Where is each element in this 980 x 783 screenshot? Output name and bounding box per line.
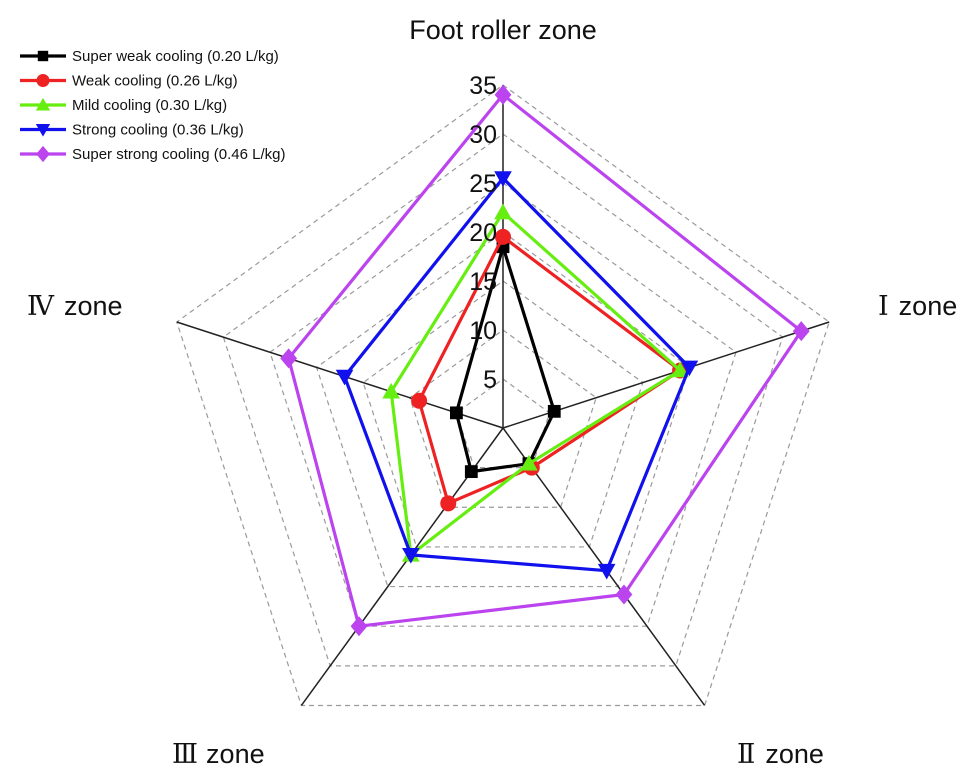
tick-label-15: 15: [469, 268, 497, 296]
grid-ring-30: [222, 133, 784, 667]
data-point-s4-a4: [280, 348, 298, 369]
data-point-s4-a3: [350, 616, 368, 637]
data-point-s4-a2: [615, 584, 633, 605]
data-point-s3-a0: [494, 171, 512, 187]
series-line-4: [287, 93, 803, 628]
axis-title-zone-4-numeral: Ⅳ: [27, 291, 55, 322]
data-point-s2-a1: [671, 361, 689, 378]
tick-label-5: 5: [483, 366, 497, 394]
tick-label-10: 10: [469, 317, 497, 345]
legend-marker-1: [36, 74, 50, 87]
series-line-0: [454, 245, 556, 474]
axis-title-zone-1-word: zone: [899, 291, 958, 321]
legend-item-4: Super strong cooling (0.46 L/kg): [20, 145, 285, 163]
grid-ring-35: [176, 84, 830, 707]
legend-label-1: Weak cooling (0.26 L/kg): [72, 73, 238, 90]
tick-label-20: 20: [469, 219, 497, 247]
legend-marker-0: [37, 50, 49, 62]
axis-title-zone-1-numeral: Ⅰ: [878, 291, 889, 322]
legend-marker-3: [35, 123, 51, 137]
axis-title-zone-2-numeral: Ⅱ: [737, 739, 755, 770]
data-point-s1-a4: [411, 392, 428, 409]
data-point-s1-a0: [495, 228, 511, 245]
legend-label-2: Mild cooling (0.30 L/kg): [72, 97, 227, 114]
axis-title-zone-3-word: zone: [206, 739, 265, 769]
series: [280, 84, 810, 637]
series-4: [280, 84, 810, 637]
series-line-2: [389, 210, 682, 557]
tick-labels: 5 10 15 20 25 30 35: [469, 72, 497, 394]
tick-label-35: 35: [469, 72, 497, 100]
data-point-s4-a0: [494, 84, 512, 105]
data-point-s2-a2: [520, 454, 538, 471]
series-2: [382, 203, 689, 562]
axis-title-zone-4-word: zone: [64, 291, 123, 321]
axis-title-zone-3-numeral: Ⅲ: [172, 739, 198, 770]
legend-marker-4: [36, 145, 50, 163]
data-point-s2-a0: [494, 203, 512, 220]
legend-item-3: Strong cooling (0.36 L/kg): [20, 122, 244, 139]
legend-item-1: Weak cooling (0.26 L/kg): [20, 73, 238, 90]
data-point-s3-a4: [335, 369, 354, 386]
series-0: [449, 240, 561, 479]
data-point-s4-a1: [792, 321, 810, 342]
tick-label-25: 25: [469, 170, 497, 198]
data-point-s0-a1: [547, 404, 561, 418]
data-point-s0-a4: [449, 406, 463, 420]
series-line-3: [342, 176, 692, 573]
data-point-s3-a2: [597, 563, 616, 580]
grid-ring-20: [315, 231, 691, 588]
data-point-s3-a1: [680, 360, 699, 377]
data-point-s2-a4: [382, 382, 400, 399]
legend-item-0: Super weak cooling (0.20 L/kg): [20, 48, 279, 65]
series-line-1: [417, 235, 682, 505]
legend: Super weak cooling (0.20 L/kg) Weak cooli…: [20, 48, 285, 163]
data-point-s3-a3: [402, 548, 420, 564]
grid-ring-15: [362, 280, 644, 548]
axis-title-zone-2-word: zone: [765, 739, 824, 769]
legend-label-3: Strong cooling (0.36 L/kg): [72, 122, 244, 139]
series-3: [335, 171, 699, 580]
data-point-s0-a3: [464, 465, 478, 479]
legend-marker-2: [35, 97, 51, 111]
axis-title-foot-roller: Foot roller zone: [409, 15, 597, 45]
data-point-s1-a3: [440, 495, 457, 512]
grid-ring-25: [269, 182, 737, 627]
legend-item-2: Mild cooling (0.30 L/kg): [20, 97, 227, 114]
legend-label-0: Super weak cooling (0.20 L/kg): [72, 48, 279, 65]
tick-label-30: 30: [469, 121, 497, 149]
legend-label-4: Super strong cooling (0.46 L/kg): [72, 146, 285, 163]
